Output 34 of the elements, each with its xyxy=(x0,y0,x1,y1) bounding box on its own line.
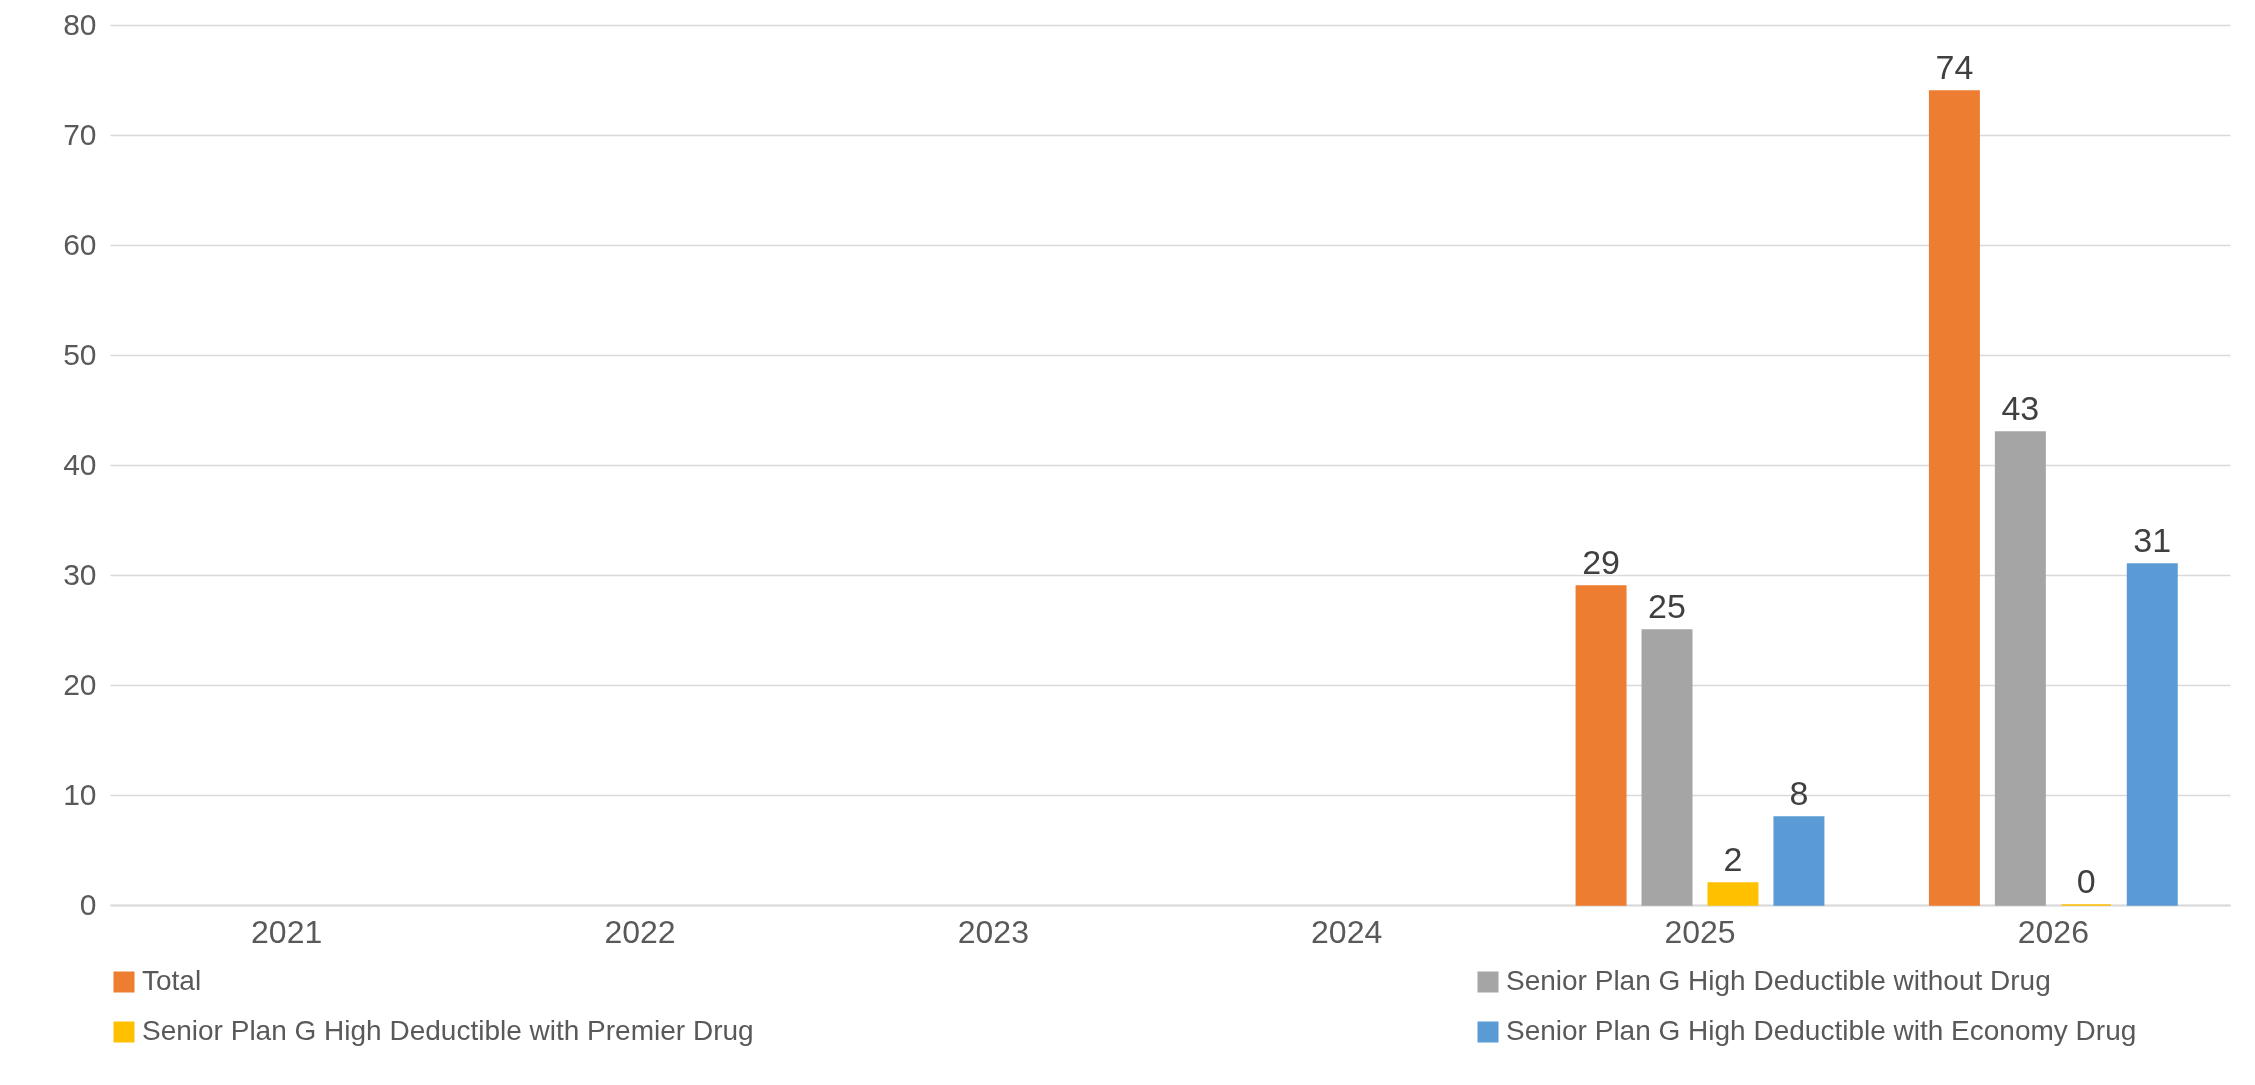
x-tick-label: 2026 xyxy=(2017,913,2089,950)
bar xyxy=(1773,816,1825,906)
y-tick-label: 60 xyxy=(63,227,97,261)
y-tick-label: 70 xyxy=(63,117,97,151)
data-label: 74 xyxy=(1935,48,1974,86)
x-tick-label: 2023 xyxy=(957,913,1029,950)
data-label: 25 xyxy=(1648,587,1686,625)
y-tick-label: 30 xyxy=(63,557,97,591)
bar xyxy=(1994,431,2046,906)
y-tick-label: 50 xyxy=(63,337,97,371)
legend-label: Total xyxy=(142,965,202,996)
x-tick-label: 2021 xyxy=(251,913,323,950)
bar xyxy=(1928,90,1980,906)
legend-label: Senior Plan G High Deductible with Economy Drug xyxy=(1506,1015,2137,1046)
x-tick-label: 2022 xyxy=(604,913,676,950)
legend-label: Senior Plan G High Deductible with Premier Drug xyxy=(142,1015,754,1046)
y-tick-label: 40 xyxy=(63,447,97,481)
bar xyxy=(2126,563,2178,906)
y-tick-label: 80 xyxy=(63,7,97,41)
data-label: 2 xyxy=(1723,840,1743,878)
x-tick-label: 2025 xyxy=(1664,913,1736,950)
y-tick-label: 20 xyxy=(63,667,97,701)
data-label: 8 xyxy=(1789,774,1809,812)
data-label: 43 xyxy=(2001,389,2040,427)
bar xyxy=(1707,882,1759,906)
data-label: 31 xyxy=(2133,521,2172,559)
x-tick-label: 2024 xyxy=(1311,913,1383,950)
bar xyxy=(1641,629,1693,906)
y-tick-label: 0 xyxy=(79,887,97,921)
data-label: 0 xyxy=(2076,862,2096,900)
legend-label: Senior Plan G High Deductible without Drug xyxy=(1506,965,2051,996)
y-tick-label: 10 xyxy=(63,777,97,811)
data-label: 29 xyxy=(1582,543,1620,581)
bar xyxy=(1575,585,1627,906)
